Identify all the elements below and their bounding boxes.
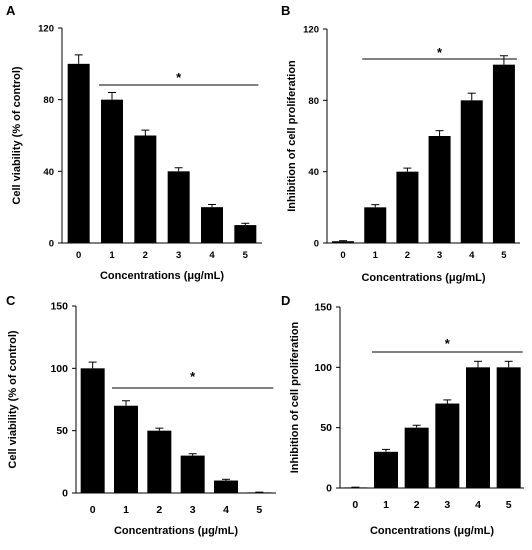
y-tick-label: 120	[38, 24, 54, 35]
bar	[67, 63, 90, 244]
y-tick-label: 0	[49, 239, 54, 250]
panel-c: C 0 50 100 150 0 1 2 3 4 5 * Concentrations (μg/mL) C…	[6, 293, 276, 537]
significance-star: *	[437, 45, 443, 60]
bar	[147, 430, 172, 493]
x-tick-label: 4	[475, 499, 481, 511]
bar	[460, 100, 483, 243]
bar	[435, 403, 460, 488]
y-tick-label: 0	[326, 483, 332, 495]
bar	[180, 455, 205, 493]
bar	[492, 64, 515, 244]
y-axis-label: Cell viability (% of control)	[11, 66, 23, 204]
x-tick-label: 0	[340, 250, 345, 261]
bar	[247, 492, 272, 494]
bar	[80, 368, 105, 493]
x-tick-label: 4	[223, 504, 229, 516]
bar	[364, 207, 387, 243]
panel-label: B	[281, 3, 290, 18]
bar	[201, 207, 223, 243]
panel-a: A 0 40 80 120 0 1 2 3 4 5 * Concentrations (μg/mL) Ce…	[6, 3, 262, 282]
x-axis-label: Concentrations (μg/mL)	[114, 525, 238, 537]
y-tick-label: 40	[308, 167, 319, 178]
x-tick-label: 2	[143, 250, 148, 261]
bar	[234, 225, 257, 243]
bar	[396, 171, 419, 243]
y-tick-label: 40	[43, 167, 54, 178]
x-tick-label: 4	[469, 250, 475, 261]
y-tick-label: 100	[50, 363, 68, 375]
x-tick-label: 0	[352, 499, 358, 511]
bar	[332, 241, 355, 243]
x-tick-label: 5	[256, 504, 262, 516]
panel-label: A	[6, 3, 16, 18]
bar	[114, 405, 138, 493]
significance-star: *	[445, 336, 451, 351]
x-tick-label: 1	[123, 504, 129, 516]
y-tick-label: 50	[320, 422, 332, 434]
x-tick-label: 0	[90, 504, 96, 516]
x-tick-label: 1	[109, 250, 115, 261]
panel-label: C	[6, 293, 16, 308]
y-axis-label: Inhibition of cell proliferation	[289, 321, 301, 473]
x-tick-label: 0	[76, 250, 81, 261]
y-tick-label: 100	[314, 362, 332, 374]
x-tick-label: 3	[190, 504, 196, 516]
x-tick-label: 3	[444, 499, 450, 511]
y-axis-label: Cell viability (% of control)	[7, 330, 19, 468]
bar	[101, 99, 123, 244]
x-tick-label: 2	[156, 504, 162, 516]
y-tick-label: 0	[314, 239, 319, 250]
y-tick-label: 80	[308, 96, 319, 107]
bar	[134, 135, 157, 243]
bar	[343, 487, 368, 489]
bar	[428, 136, 451, 243]
x-tick-label: 5	[501, 250, 507, 261]
x-tick-label: 3	[437, 250, 442, 261]
y-tick-label: 120	[303, 25, 319, 36]
y-tick-label: 80	[43, 95, 54, 106]
significance-star: *	[190, 369, 196, 384]
panel-b: B 0 40 80 120 0 1 2 3 4 5 * Concentrations (μg/mL) In…	[281, 3, 520, 284]
bar	[374, 451, 398, 488]
x-axis-label: Concentrations (μg/mL)	[361, 272, 485, 284]
y-tick-label: 0	[62, 488, 68, 500]
x-tick-label: 1	[373, 250, 379, 261]
bar	[214, 480, 238, 493]
y-tick-label: 50	[56, 425, 68, 437]
x-tick-label: 3	[176, 250, 181, 261]
bar	[167, 171, 190, 243]
x-tick-label: 1	[383, 499, 389, 511]
panel-d: D 0 50 100 150 0 1 2 3 4 5 * Concentrations (μg/mL) I…	[281, 293, 524, 537]
x-tick-label: 5	[506, 499, 512, 511]
bar	[466, 367, 490, 488]
y-tick-label: 150	[50, 301, 68, 313]
significance-star: *	[176, 70, 182, 85]
x-axis-label: Concentrations (μg/mL)	[370, 525, 494, 537]
y-tick-label: 150	[314, 302, 332, 314]
x-tick-label: 2	[405, 250, 410, 261]
x-axis-label: Concentrations (μg/mL)	[100, 270, 224, 282]
x-tick-label: 5	[243, 250, 249, 261]
bar	[496, 367, 521, 488]
y-axis-label: Inhibition of cell proliferation	[286, 60, 298, 212]
x-tick-label: 2	[414, 499, 420, 511]
bar	[404, 427, 429, 488]
x-tick-label: 4	[209, 250, 215, 261]
panel-label: D	[281, 293, 290, 308]
